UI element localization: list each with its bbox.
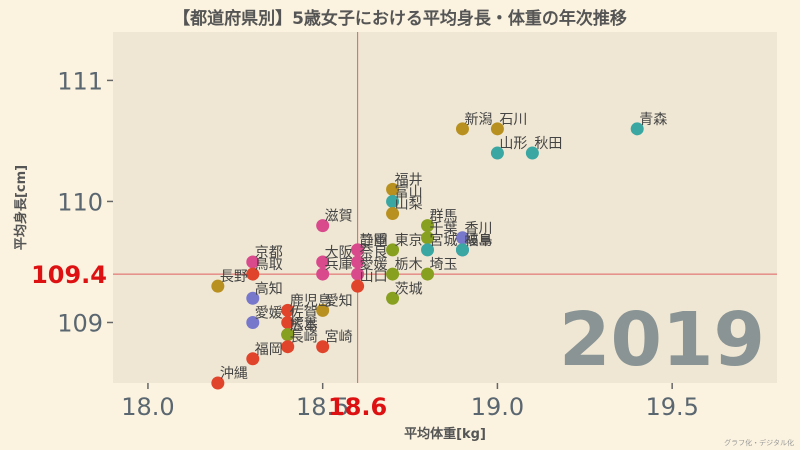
point-label: 熊本 — [290, 318, 318, 334]
data-point — [246, 291, 260, 305]
data-point — [316, 267, 330, 281]
point-label: 宮城 — [430, 233, 458, 249]
data-point — [351, 267, 365, 281]
point-label: 福井 — [395, 172, 423, 188]
data-point — [351, 279, 365, 293]
data-point — [316, 255, 330, 269]
data-point — [281, 328, 295, 342]
mean-y-label: 109.4 — [31, 261, 107, 289]
point-label: 福岡 — [255, 342, 283, 358]
data-point — [316, 219, 330, 233]
x-axis-label: 平均体重[kg] — [404, 426, 486, 442]
point-label: 沖縄 — [220, 366, 248, 382]
data-point — [351, 255, 365, 269]
x-tick-label: 19.0 — [471, 393, 524, 421]
data-point — [246, 352, 260, 366]
point-label: 滋賀 — [325, 209, 353, 225]
point-label: 静岡 — [360, 233, 388, 249]
data-point — [421, 219, 435, 233]
x-tick-label: 18.5 — [296, 393, 349, 421]
point-label: 高知 — [255, 280, 283, 297]
data-point — [281, 315, 295, 329]
data-point — [351, 243, 365, 257]
data-point — [490, 146, 504, 160]
point-label: 長崎 — [290, 330, 318, 346]
data-point — [281, 340, 295, 354]
data-point — [386, 267, 400, 281]
data-point — [316, 303, 330, 317]
point-label: 佐賀 — [290, 305, 318, 321]
data-point — [421, 243, 435, 257]
x-tick-label: 19.5 — [645, 393, 698, 421]
point-label: 岐阜 — [464, 232, 492, 249]
plot-panel — [113, 32, 777, 383]
y-tick-label: 109 — [57, 309, 103, 337]
point-label: 青森 — [639, 112, 667, 128]
point-label: 石川 — [499, 112, 527, 128]
point-label: 山形 — [499, 136, 527, 152]
point-label: 宮崎 — [325, 330, 353, 346]
point-label: 鹿児島 — [290, 292, 332, 309]
point-label: 新潟 — [464, 112, 492, 128]
data-point — [316, 340, 330, 354]
y-tick-label: 111 — [57, 67, 103, 95]
point-label: 京都 — [255, 245, 283, 261]
data-point — [490, 122, 504, 136]
data-point — [421, 267, 435, 281]
mean-x-label: 18.6 — [328, 393, 387, 421]
data-point — [455, 231, 469, 245]
data-point — [246, 267, 260, 281]
point-label: 福島 — [464, 233, 492, 249]
y-tick-label: 110 — [57, 188, 103, 216]
data-point — [455, 122, 469, 136]
data-point — [421, 231, 435, 245]
point-label: 茨城 — [395, 281, 423, 297]
point-label: 栃木 — [395, 257, 423, 273]
point-label: 愛知 — [325, 292, 353, 309]
point-label: 山梨 — [395, 197, 423, 213]
data-point — [455, 243, 469, 257]
point-label: 群馬 — [430, 209, 458, 225]
point-label: 愛媛 — [255, 305, 283, 321]
point-label: 長野 — [220, 269, 248, 285]
data-point — [386, 182, 400, 196]
credit-text: グラフ化・デジタル化 — [724, 439, 794, 447]
x-tick-label: 18.0 — [121, 393, 174, 421]
point-label: 奈良 — [360, 245, 388, 261]
point-label: 香川 — [464, 221, 492, 237]
data-point — [281, 303, 295, 317]
year-label: 2019 — [559, 297, 765, 383]
point-label: 山口 — [360, 269, 388, 285]
point-label: 広島 — [290, 318, 318, 334]
data-point — [211, 279, 225, 293]
point-label: 大阪 — [325, 245, 353, 261]
point-label: 三重 — [360, 233, 388, 249]
data-point — [630, 122, 644, 136]
y-axis-label: 平均身長[cm] — [13, 165, 29, 250]
data-point — [246, 315, 260, 329]
data-point — [386, 291, 400, 305]
point-label: 愛媛 — [360, 257, 388, 273]
data-point — [246, 255, 260, 269]
data-point — [386, 194, 400, 208]
point-label: 鳥取 — [255, 257, 283, 273]
data-point — [525, 146, 539, 160]
data-point — [386, 243, 400, 257]
point-label: 富山 — [395, 183, 423, 200]
data-point — [211, 376, 225, 390]
point-label: 千葉 — [430, 221, 458, 237]
point-label: 兵庫 — [325, 256, 353, 273]
data-point — [386, 207, 400, 221]
point-label: 秋田 — [534, 136, 562, 152]
point-label: 埼玉 — [430, 257, 458, 273]
point-label: 東京 — [395, 233, 423, 249]
chart-title: 【都道府県別】5歳女子における平均身長・体重の年次推移 — [173, 9, 627, 29]
